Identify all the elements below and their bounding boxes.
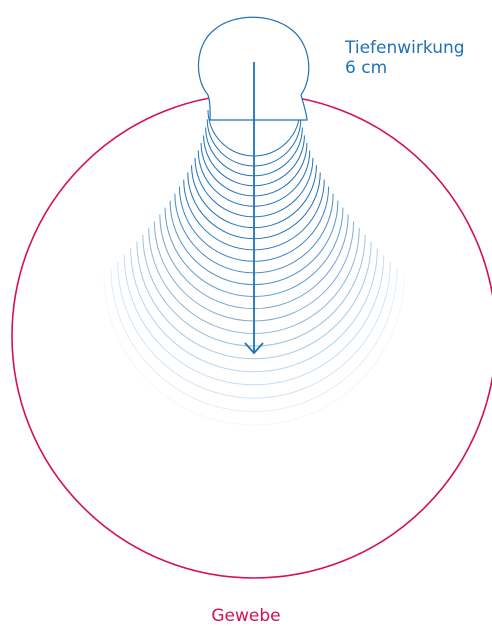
wave-front bbox=[117, 261, 391, 399]
wave-front bbox=[110, 268, 398, 412]
wave-front bbox=[130, 248, 378, 373]
wave-front bbox=[123, 255, 385, 386]
depth-effect-value: 6 cm bbox=[345, 58, 388, 79]
tissue-outline bbox=[11, 93, 492, 579]
wave-front bbox=[103, 274, 405, 426]
depth-effect-title: Tiefenwirkung bbox=[345, 38, 465, 58]
depth-effect-label: Tiefenwirkung 6 cm bbox=[345, 38, 465, 79]
tissue-label: Gewebe bbox=[211, 606, 281, 626]
wave-front bbox=[136, 241, 372, 360]
depth-arrow-head bbox=[244, 342, 264, 355]
